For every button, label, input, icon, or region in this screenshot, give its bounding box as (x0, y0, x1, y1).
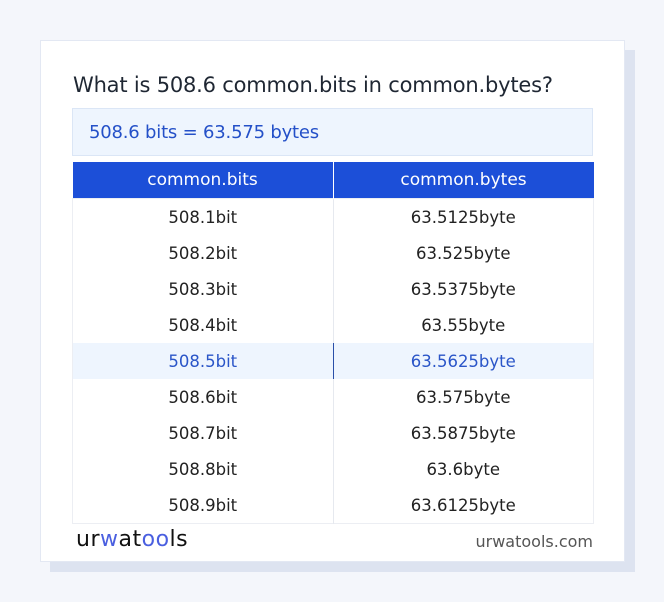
bits-cell: 508.5bit (72, 343, 334, 379)
bytes-cell: 63.525byte (415, 243, 511, 263)
conversion-card: What is 508.6 common.bits in common.byte… (40, 40, 625, 562)
bytes-cell: 63.55byte (421, 315, 506, 335)
bits-cell: 508.6bit (72, 379, 334, 415)
table-row: 508.1bit 63.5125byte (72, 198, 594, 235)
result-box: 508.6 bits = 63.575 bytes (72, 108, 593, 156)
table-row: 508.7bit 63.5875byte (72, 415, 594, 451)
table-header-row: common.bits common.bytes (72, 162, 594, 199)
bytes-cell: 63.6125byte (410, 495, 516, 515)
bits-cell: 508.9bit (72, 487, 334, 524)
bytes-cell: 63.6byte (426, 459, 501, 479)
urwatools-logo[interactable]: urwatools (76, 527, 189, 552)
conversion-table: common.bits common.bytes 508.1bit 63.5125… (72, 162, 594, 524)
bytes-cell: 63.5875byte (410, 423, 516, 443)
bytes-cell: 63.5625byte (333, 343, 594, 379)
result-text: 508.6 bits = 63.575 bytes (89, 122, 319, 143)
bits-cell: 508.2bit (72, 235, 334, 271)
site-link[interactable]: urwatools.com (475, 532, 594, 551)
header-bytes: common.bytes (333, 162, 594, 199)
table-row: 508.3bit 63.5375byte (72, 271, 594, 307)
bits-cell: 508.3bit (72, 271, 334, 307)
table-row: 508.2bit 63.525byte (72, 235, 594, 271)
page-title: What is 508.6 common.bits in common.byte… (73, 73, 553, 97)
table-row: 508.9bit 63.6125byte (72, 487, 594, 524)
bits-cell: 508.4bit (72, 307, 334, 343)
bits-cell: 508.1bit (72, 198, 334, 235)
bits-cell: 508.8bit (72, 451, 334, 487)
table-row: 508.5bit 63.5625byte (72, 343, 594, 379)
bits-cell: 508.7bit (72, 415, 334, 451)
bytes-cell: 63.5125byte (410, 207, 516, 227)
table-body: 508.1bit 63.5125byte 508.2bit 63.525byte 508… (72, 198, 594, 524)
bytes-cell: 63.5375byte (410, 279, 516, 299)
bytes-cell: 63.575byte (415, 387, 511, 407)
table-row: 508.6bit 63.575byte (72, 379, 594, 415)
header-bits: common.bits (72, 162, 334, 199)
table-row: 508.8bit 63.6byte (72, 451, 594, 487)
table-row: 508.4bit 63.55byte (72, 307, 594, 343)
